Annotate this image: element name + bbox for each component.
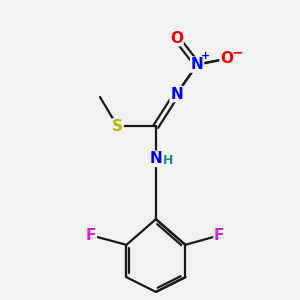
Text: N: N [149,151,162,166]
Text: H: H [163,154,173,167]
Text: F: F [214,228,224,243]
Text: O: O [170,31,183,46]
Text: F: F [86,228,96,243]
Text: O: O [220,51,233,66]
Text: −: − [232,46,244,60]
Text: S: S [112,119,123,134]
Text: N: N [170,87,183,102]
Text: N: N [191,57,203,72]
Text: +: + [201,51,211,61]
